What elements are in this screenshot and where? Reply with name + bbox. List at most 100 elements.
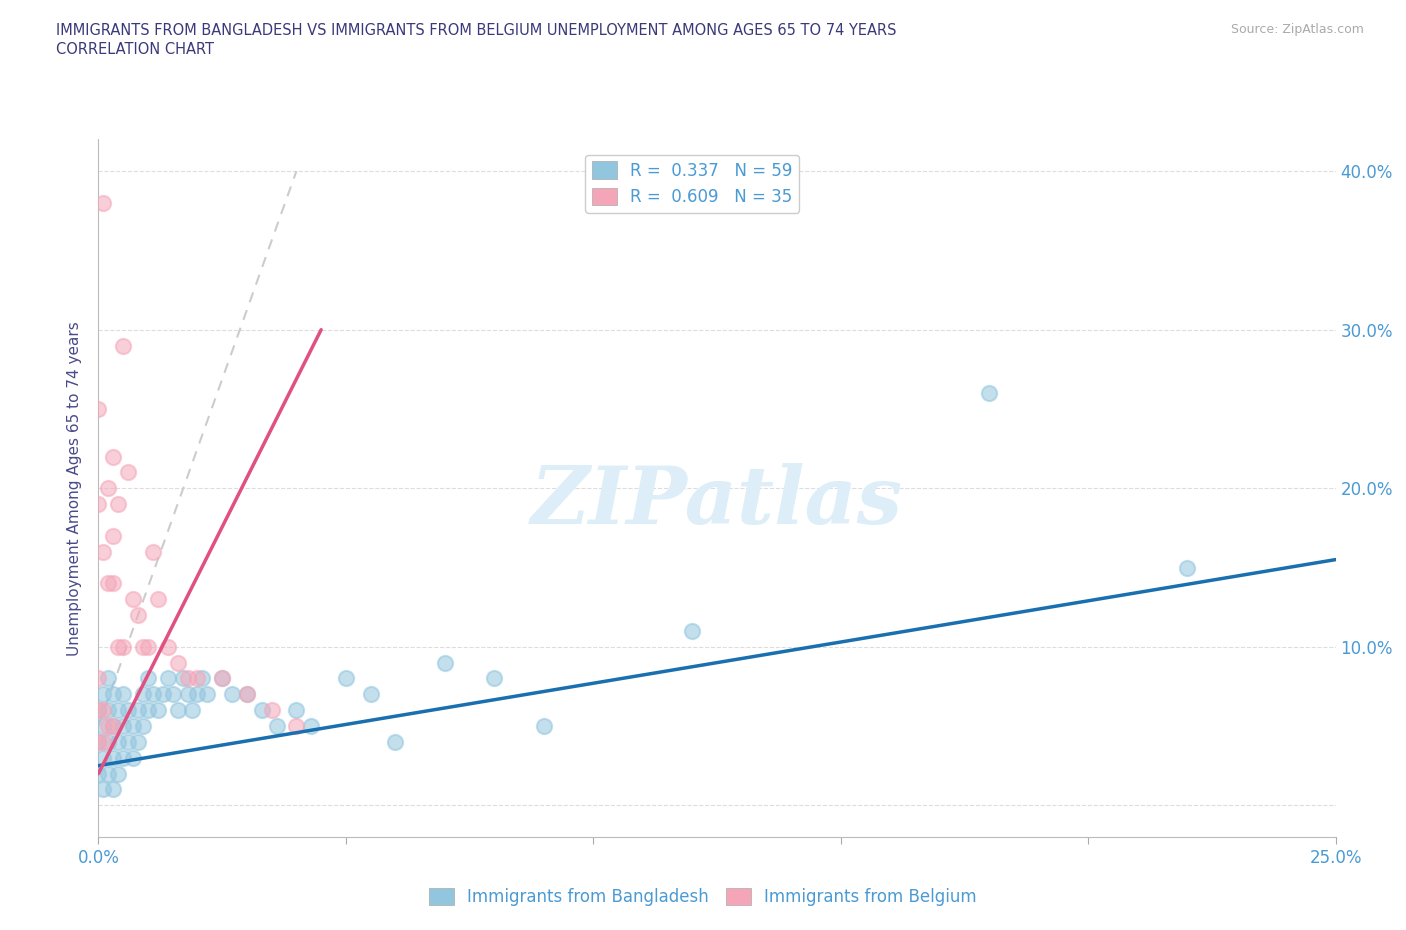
Point bbox=[191, 671, 214, 686]
Point bbox=[142, 544, 165, 559]
Point bbox=[236, 687, 259, 702]
Point bbox=[127, 735, 149, 750]
Point bbox=[112, 639, 135, 654]
Point bbox=[103, 576, 125, 591]
Point bbox=[136, 671, 159, 686]
Point bbox=[107, 766, 129, 781]
Point bbox=[87, 402, 110, 417]
Point bbox=[236, 687, 259, 702]
Point bbox=[87, 735, 110, 750]
Point bbox=[107, 639, 129, 654]
Point bbox=[186, 671, 208, 686]
Point bbox=[103, 719, 125, 734]
Point bbox=[127, 607, 149, 622]
Point bbox=[103, 528, 125, 543]
Point bbox=[681, 623, 703, 638]
Point bbox=[107, 703, 129, 718]
Text: CORRELATION CHART: CORRELATION CHART bbox=[56, 42, 214, 57]
Point bbox=[146, 703, 169, 718]
Point bbox=[221, 687, 243, 702]
Point bbox=[433, 655, 456, 670]
Point bbox=[97, 671, 120, 686]
Legend: Immigrants from Bangladesh, Immigrants from Belgium: Immigrants from Bangladesh, Immigrants f… bbox=[422, 881, 984, 912]
Point bbox=[979, 386, 1001, 401]
Point bbox=[117, 465, 139, 480]
Point bbox=[1175, 560, 1198, 575]
Point bbox=[117, 703, 139, 718]
Point bbox=[335, 671, 357, 686]
Text: IMMIGRANTS FROM BANGLADESH VS IMMIGRANTS FROM BELGIUM UNEMPLOYMENT AMONG AGES 65: IMMIGRANTS FROM BANGLADESH VS IMMIGRANTS… bbox=[56, 23, 897, 38]
Point bbox=[172, 671, 194, 686]
Point bbox=[87, 703, 110, 718]
Point bbox=[533, 719, 555, 734]
Point bbox=[132, 687, 155, 702]
Point bbox=[136, 639, 159, 654]
Point bbox=[127, 703, 149, 718]
Point bbox=[103, 719, 125, 734]
Point bbox=[211, 671, 233, 686]
Point bbox=[142, 687, 165, 702]
Point bbox=[122, 751, 145, 765]
Point bbox=[384, 735, 406, 750]
Point bbox=[250, 703, 273, 718]
Point bbox=[107, 497, 129, 512]
Point bbox=[112, 339, 135, 353]
Point bbox=[87, 497, 110, 512]
Point bbox=[103, 687, 125, 702]
Point bbox=[112, 687, 135, 702]
Point bbox=[166, 703, 188, 718]
Point bbox=[211, 671, 233, 686]
Point bbox=[93, 544, 115, 559]
Point bbox=[176, 687, 198, 702]
Point bbox=[146, 591, 169, 606]
Point bbox=[166, 655, 188, 670]
Point bbox=[117, 735, 139, 750]
Point bbox=[285, 703, 308, 718]
Point bbox=[93, 751, 115, 765]
Point bbox=[484, 671, 506, 686]
Point bbox=[195, 687, 218, 702]
Point bbox=[112, 751, 135, 765]
Point bbox=[266, 719, 288, 734]
Legend: R =  0.337   N = 59, R =  0.609   N = 35: R = 0.337 N = 59, R = 0.609 N = 35 bbox=[585, 154, 800, 213]
Point bbox=[93, 195, 115, 210]
Point bbox=[156, 671, 179, 686]
Point bbox=[93, 735, 115, 750]
Point bbox=[181, 703, 204, 718]
Point bbox=[112, 719, 135, 734]
Point bbox=[162, 687, 184, 702]
Point bbox=[93, 687, 115, 702]
Text: ZIPatlas: ZIPatlas bbox=[531, 463, 903, 541]
Point bbox=[136, 703, 159, 718]
Point bbox=[87, 735, 110, 750]
Point bbox=[87, 703, 110, 718]
Point bbox=[132, 719, 155, 734]
Point bbox=[122, 719, 145, 734]
Point bbox=[93, 703, 115, 718]
Point bbox=[360, 687, 382, 702]
Point bbox=[103, 782, 125, 797]
Point bbox=[103, 449, 125, 464]
Point bbox=[97, 719, 120, 734]
Point bbox=[97, 576, 120, 591]
Point bbox=[299, 719, 322, 734]
Point bbox=[156, 639, 179, 654]
Point bbox=[132, 639, 155, 654]
Point bbox=[107, 735, 129, 750]
Point bbox=[285, 719, 308, 734]
Point bbox=[87, 671, 110, 686]
Y-axis label: Unemployment Among Ages 65 to 74 years: Unemployment Among Ages 65 to 74 years bbox=[67, 321, 83, 656]
Point bbox=[186, 687, 208, 702]
Text: Source: ZipAtlas.com: Source: ZipAtlas.com bbox=[1230, 23, 1364, 36]
Point bbox=[97, 703, 120, 718]
Point bbox=[97, 766, 120, 781]
Point bbox=[97, 735, 120, 750]
Point bbox=[103, 751, 125, 765]
Point bbox=[93, 782, 115, 797]
Point bbox=[260, 703, 283, 718]
Point bbox=[152, 687, 174, 702]
Point bbox=[87, 766, 110, 781]
Point bbox=[176, 671, 198, 686]
Point bbox=[93, 719, 115, 734]
Point bbox=[122, 591, 145, 606]
